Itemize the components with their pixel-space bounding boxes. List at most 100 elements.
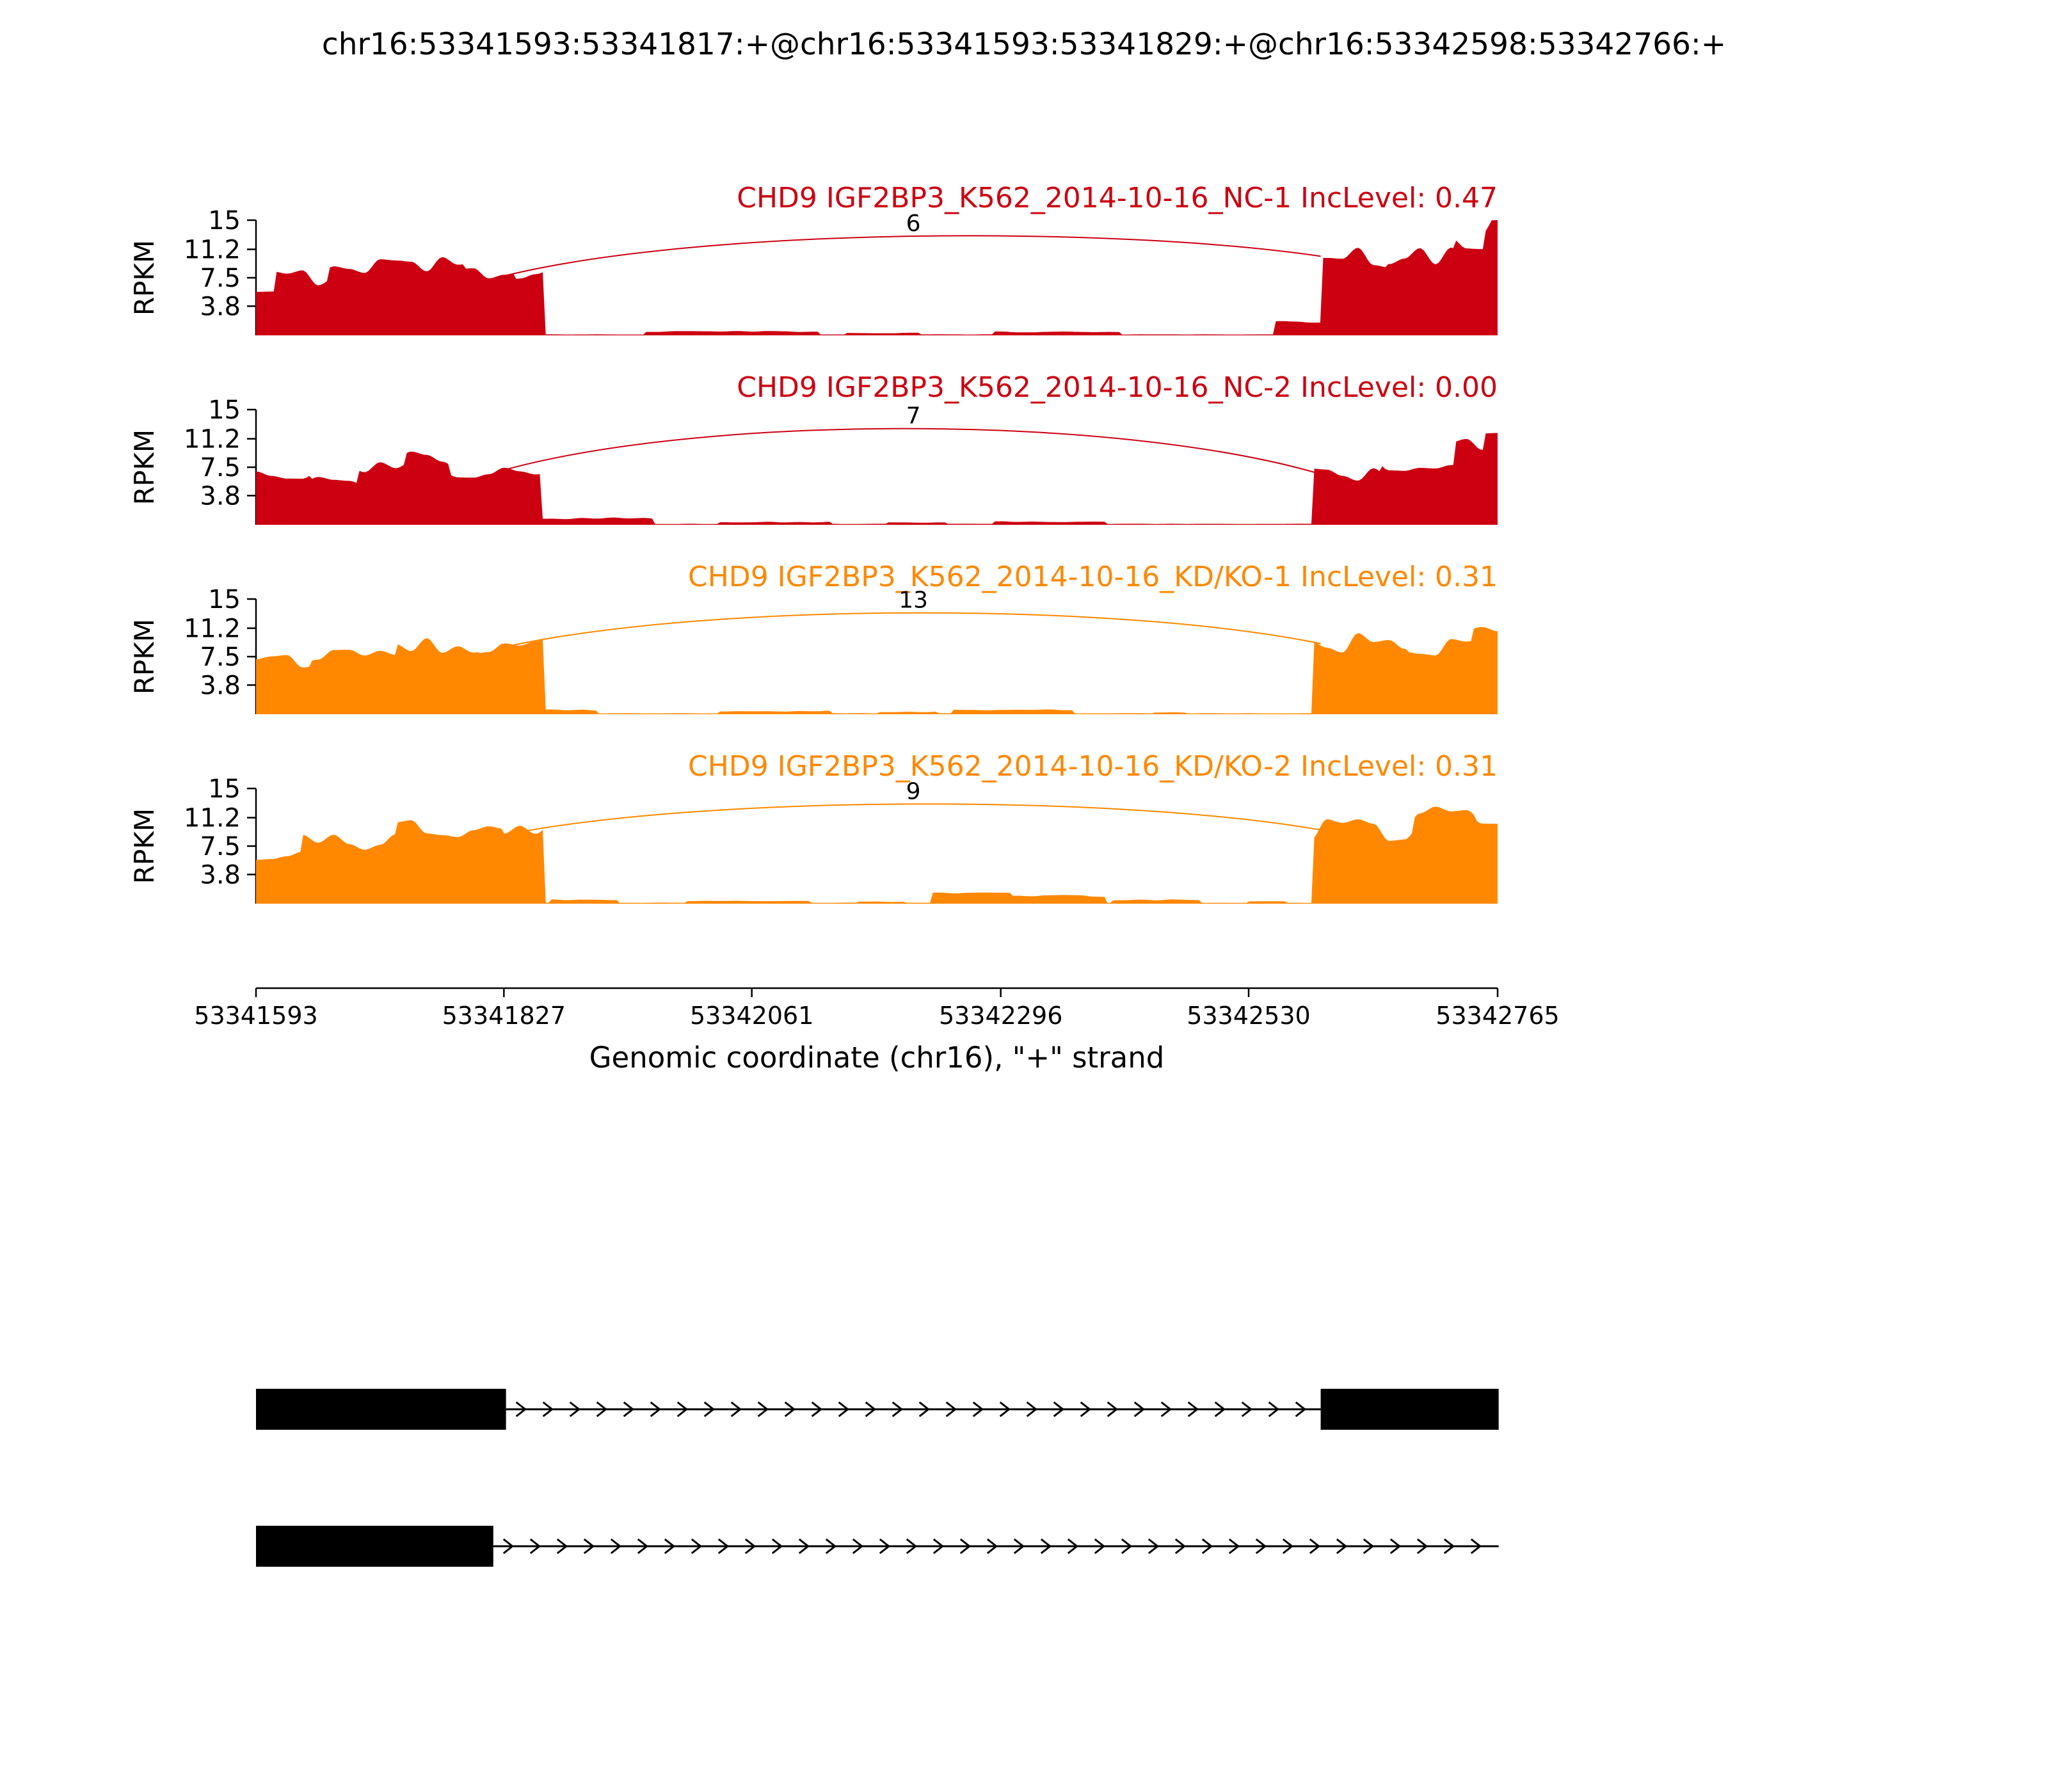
strand-arrow-icon — [1416, 1538, 1428, 1555]
strand-arrow-icon — [1094, 1538, 1106, 1555]
exon-box — [256, 1526, 493, 1567]
strand-arrow-icon — [502, 1538, 515, 1555]
strand-arrow-icon — [569, 1401, 581, 1418]
strand-arrow-icon — [892, 1401, 904, 1418]
figure-title: chr16:53341593:53341817:+@chr16:53341593… — [321, 27, 1727, 62]
y-tick-label: 15 — [208, 396, 241, 425]
strand-arrow-icon — [906, 1538, 918, 1555]
y-tick-label: 15 — [208, 585, 241, 614]
exon-box — [1320, 1389, 1499, 1430]
strand-arrow-icon — [1295, 1401, 1307, 1418]
x-tick-label: 53342530 — [1187, 1002, 1310, 1030]
strand-arrow-icon — [986, 1538, 998, 1555]
strand-arrow-icon — [1443, 1538, 1455, 1555]
coverage-area — [256, 433, 1498, 525]
coverage-track-kdko-2: CHD9 IGF2BP3_K562_2014-10-16_KD/KO-2 Inc… — [128, 749, 1498, 908]
x-tick-label: 53341827 — [442, 1002, 566, 1030]
y-axis-title: RPKM — [129, 429, 160, 505]
strand-arrow-icon — [1160, 1401, 1172, 1418]
strand-arrow-icon — [918, 1401, 931, 1418]
strand-arrow-icon — [583, 1538, 595, 1555]
junction-count: 13 — [899, 588, 928, 614]
strand-arrow-icon — [932, 1538, 945, 1555]
strand-arrow-icon — [623, 1401, 635, 1418]
strand-arrow-icon — [999, 1401, 1011, 1418]
x-tick-label: 53341593 — [194, 1002, 317, 1030]
strand-arrow-icon — [972, 1401, 984, 1418]
track-label: CHD9 IGF2BP3_K562_2014-10-16_KD/KO-2 Inc… — [688, 750, 1498, 783]
strand-arrow-icon — [1080, 1401, 1092, 1418]
strand-arrow-icon — [1053, 1401, 1065, 1418]
y-tick-label: 7.5 — [200, 264, 241, 293]
junction-arc — [506, 612, 1321, 648]
strand-arrow-icon — [865, 1401, 877, 1418]
strand-arrow-icon — [596, 1401, 608, 1418]
track-label: CHD9 IGF2BP3_K562_2014-10-16_KD/KO-1 Inc… — [688, 561, 1498, 593]
strand-arrow-icon — [1201, 1538, 1213, 1555]
y-tick-label: 7.5 — [200, 832, 241, 861]
transcript-structure-block — [128, 1370, 1499, 1587]
strand-arrow-icon — [1241, 1401, 1253, 1418]
y-tick-label: 15 — [208, 774, 241, 804]
transcript-structure-canvas — [256, 1389, 1499, 1567]
x-tick-label: 53342765 — [1436, 1002, 1559, 1030]
coverage-area — [256, 220, 1498, 335]
strand-arrow-icon — [1214, 1401, 1226, 1418]
y-tick-label: 3.8 — [200, 671, 241, 700]
track-label: CHD9 IGF2BP3_K562_2014-10-16_NC-2 IncLev… — [737, 371, 1498, 404]
x-axis-canvas: 53341593 53341827 53342061 53342296 53342530… — [194, 987, 1560, 1030]
strand-arrow-icon — [610, 1538, 622, 1555]
coverage-track-nc-2: CHD9 IGF2BP3_K562_2014-10-16_NC-2 IncLev… — [128, 370, 1498, 529]
coverage-track-kdko-1: CHD9 IGF2BP3_K562_2014-10-16_KD/KO-1 Inc… — [128, 559, 1498, 718]
y-tick-label: 3.8 — [200, 860, 241, 890]
strand-arrow-icon — [650, 1401, 662, 1418]
strand-arrow-icon — [1133, 1401, 1146, 1418]
strand-arrow-icon — [771, 1538, 783, 1555]
strand-arrow-icon — [1470, 1538, 1482, 1555]
x-axis-block: 53341593 53341827 53342061 53342296 53342530… — [128, 986, 1560, 1075]
strand-arrow-icon — [1067, 1538, 1079, 1555]
y-tick-label: 3.8 — [200, 292, 241, 321]
y-tick-label: 7.5 — [200, 453, 241, 483]
x-axis-label: Genomic coordinate (chr16), "+" strand — [589, 1041, 1165, 1075]
y-tick-label: 11.2 — [184, 804, 241, 833]
strand-arrow-icon — [1026, 1401, 1038, 1418]
strand-arrow-icon — [1228, 1538, 1240, 1555]
strand-arrow-icon — [852, 1538, 864, 1555]
x-tick-label: 53342296 — [939, 1002, 1062, 1030]
strand-arrow-icon — [757, 1401, 769, 1418]
strand-arrow-icon — [945, 1401, 957, 1418]
y-tick-label: 3.8 — [200, 481, 241, 511]
coverage-area — [256, 627, 1498, 714]
strand-arrow-icon — [1121, 1538, 1133, 1555]
strand-arrow-icon — [744, 1538, 756, 1555]
junction-count: 9 — [906, 778, 921, 804]
strand-arrow-icon — [1363, 1538, 1375, 1555]
strand-arrow-icon — [811, 1401, 823, 1418]
strand-arrow-icon — [959, 1538, 972, 1555]
y-axis-title: RPKM — [129, 619, 160, 694]
coverage-track-nc-1: CHD9 IGF2BP3_K562_2014-10-16_NC-1 IncLev… — [128, 180, 1498, 339]
strand-arrow-icon — [1148, 1538, 1160, 1555]
strand-arrow-icon — [637, 1538, 649, 1555]
junction-arc — [506, 428, 1321, 475]
strand-arrow-icon — [1282, 1538, 1294, 1555]
strand-arrow-icon — [1336, 1538, 1348, 1555]
y-tick-label: 7.5 — [200, 643, 241, 672]
strand-arrow-icon — [1268, 1401, 1280, 1418]
y-tick-label: 11.2 — [184, 425, 241, 454]
strand-arrow-icon — [1013, 1538, 1025, 1555]
strand-arrow-icon — [717, 1538, 730, 1555]
junction-arc — [506, 803, 1321, 835]
strand-arrow-icon — [703, 1401, 716, 1418]
strand-arrow-icon — [1040, 1538, 1052, 1555]
strand-arrow-icon — [556, 1538, 568, 1555]
coverage-area — [256, 806, 1498, 904]
exon-box — [256, 1389, 506, 1430]
strand-arrow-icon — [838, 1401, 850, 1418]
strand-arrow-icon — [1255, 1538, 1267, 1555]
